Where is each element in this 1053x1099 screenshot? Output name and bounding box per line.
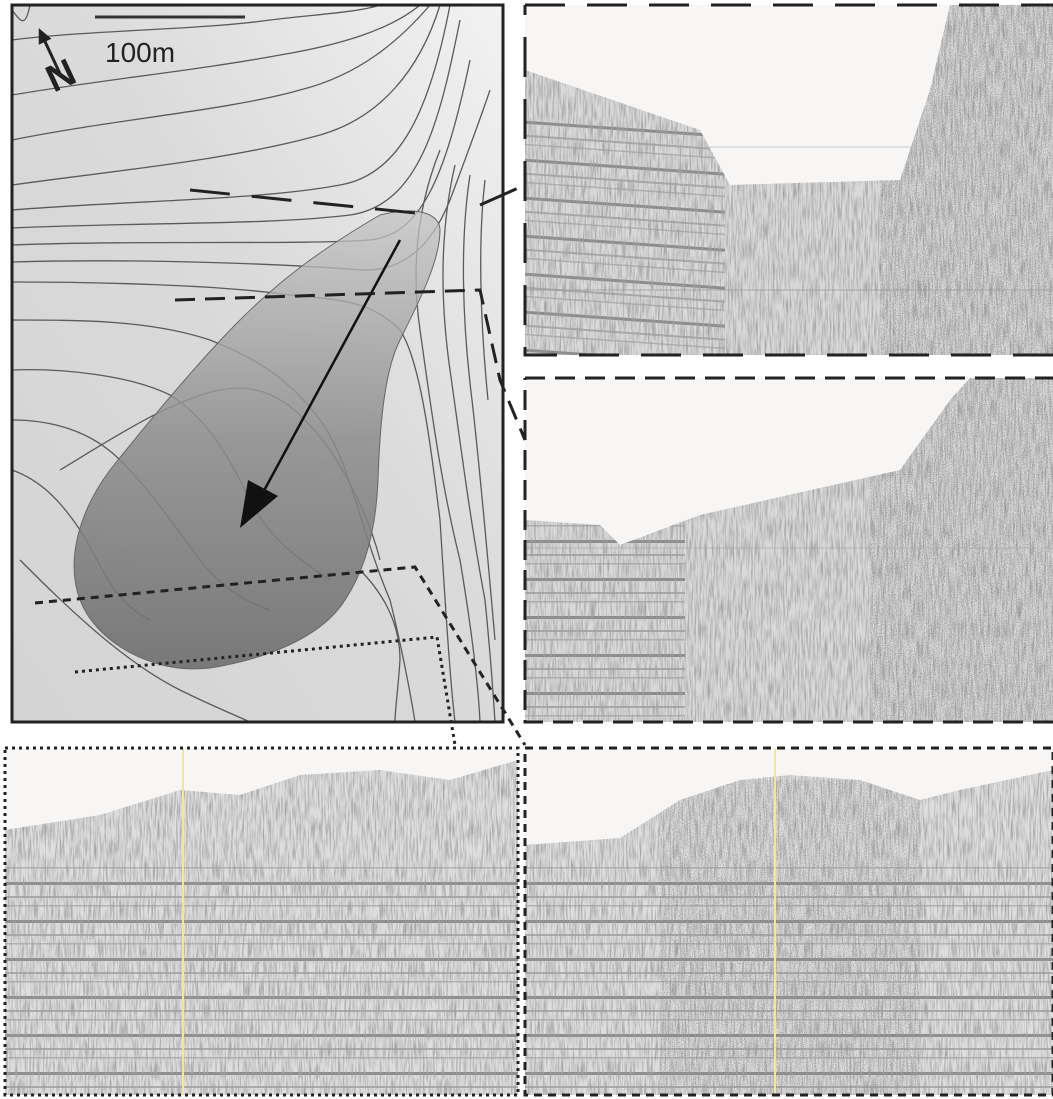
- page: 100m N: [0, 0, 1053, 1099]
- map: 100m N: [12, 5, 525, 745]
- seismic-profile-1: [525, 5, 1053, 411]
- scale-label: 100m: [105, 37, 175, 68]
- seismic-profile-3: [5, 748, 518, 1095]
- figure: 100m N: [0, 0, 1053, 1099]
- seismic-profile-2: [525, 378, 1053, 722]
- seismic-profile-4: [525, 748, 1053, 1095]
